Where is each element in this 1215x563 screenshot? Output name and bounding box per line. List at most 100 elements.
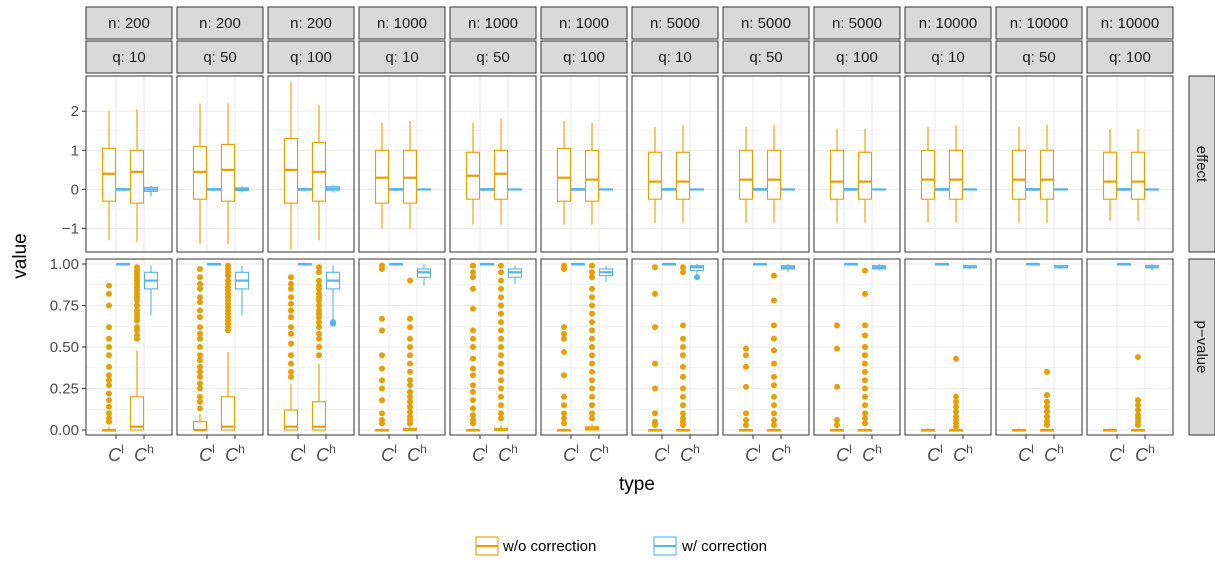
facet-strip-q <box>631 40 719 74</box>
outlier-point <box>470 382 476 389</box>
outlier-point <box>771 347 777 354</box>
outlier-point <box>498 262 504 269</box>
facet-panel: Cl Ch <box>631 258 719 465</box>
outlier-point <box>862 415 868 422</box>
panel-background <box>177 76 263 252</box>
outlier-point <box>379 410 385 417</box>
outlier-point <box>589 294 595 301</box>
outlier-point <box>288 324 294 331</box>
boxplot-uncorrected <box>220 103 236 245</box>
facet-panel: Cl Ch <box>449 258 537 465</box>
outlier-point <box>771 360 777 367</box>
facet-strip-q <box>540 40 628 74</box>
outlier-point <box>561 265 567 272</box>
outlier-point <box>589 302 595 309</box>
outlier-point <box>316 302 322 309</box>
panel-border <box>85 75 173 253</box>
box-iqr <box>311 401 327 431</box>
outlier-point <box>407 335 413 342</box>
boxplot-corrected <box>143 265 159 316</box>
outlier-point <box>197 294 203 301</box>
boxplot-uncorrected <box>647 264 663 432</box>
outlier-point <box>1135 402 1141 409</box>
outlier-point <box>680 335 686 342</box>
boxplot-corrected <box>1116 187 1132 191</box>
boxplot-uncorrected <box>1130 128 1146 221</box>
box-iqr <box>948 149 964 200</box>
outlier-point <box>680 373 686 380</box>
outlier-point <box>498 302 504 309</box>
boxplot-corrected <box>1144 188 1160 191</box>
y-tick-label: 1 <box>71 142 79 159</box>
outlier-point <box>561 330 567 337</box>
boxplot-uncorrected <box>493 262 509 432</box>
outlier-point <box>862 360 868 367</box>
legend-key <box>653 536 677 556</box>
boxplot-uncorrected <box>675 124 691 223</box>
box-iqr <box>647 151 663 200</box>
outlier-point <box>288 330 294 337</box>
x-tick-label: Cl <box>290 442 306 465</box>
boxplot-uncorrected <box>374 262 390 432</box>
outlier-point <box>561 324 567 331</box>
outlier-point <box>680 322 686 329</box>
outlier-point <box>1044 403 1050 410</box>
facet-strip-n <box>85 6 173 40</box>
outlier-point <box>407 408 413 415</box>
boxplot-corrected <box>843 262 859 266</box>
outlier-point <box>561 393 567 400</box>
boxplot-corrected <box>1116 262 1132 266</box>
x-tick-label: Cl <box>654 442 670 465</box>
x-tick-label: Ch <box>1044 442 1064 465</box>
boxplot-corrected <box>507 188 523 191</box>
panel-border <box>813 258 901 436</box>
boxplot-corrected <box>871 188 887 191</box>
panel-border <box>631 75 719 253</box>
outlier-point <box>953 393 959 400</box>
facet-panel: Cl Ch <box>358 258 446 465</box>
boxplot-corrected <box>780 263 796 273</box>
outlier-point <box>561 420 567 427</box>
panel-border <box>449 258 537 436</box>
outlier-point <box>498 402 504 409</box>
facet-strip-q <box>176 40 264 74</box>
x-tick-label: Cl <box>745 442 761 465</box>
facet-panel <box>904 75 992 253</box>
x-tick-label: Cl <box>1018 442 1034 465</box>
outlier-point <box>288 352 294 359</box>
boxplot-corrected <box>598 265 614 283</box>
x-tick-label: Ch <box>498 442 518 465</box>
outlier-point <box>197 357 203 364</box>
outlier-point <box>106 418 112 425</box>
y-axis-title: value <box>10 233 31 278</box>
facet-panel <box>1086 75 1174 253</box>
outlier-point <box>106 302 112 309</box>
outlier-point <box>197 398 203 405</box>
outlier-point <box>589 335 595 342</box>
outlier-point <box>106 344 112 350</box>
outlier-point <box>106 382 112 389</box>
y-tick-label: 0.25 <box>50 381 79 398</box>
outlier-point <box>470 412 476 419</box>
panel-border <box>540 258 628 436</box>
boxplot-corrected <box>206 262 222 266</box>
x-axis-title: type <box>619 474 655 495</box>
panel-border <box>904 258 992 436</box>
outlier-point <box>379 315 385 322</box>
boxplot-uncorrected <box>920 126 936 223</box>
outlier-point <box>743 345 749 352</box>
x-tick-label: Ch <box>953 442 973 465</box>
outlier-point <box>834 383 840 390</box>
facet-panel <box>85 75 173 253</box>
boxplot-uncorrected <box>1039 124 1055 223</box>
outlier-point <box>407 420 413 427</box>
panel-border <box>1086 258 1174 436</box>
x-tick-label: Ch <box>862 442 882 465</box>
outlier-point <box>407 315 413 322</box>
outlier-point <box>316 319 322 326</box>
legend-label: w/o correction <box>502 538 596 555</box>
outlier-point <box>743 363 749 370</box>
boxplot-corrected <box>570 262 586 266</box>
facet-strip-label: q: 50 <box>476 49 509 66</box>
boxplot-uncorrected <box>283 274 299 431</box>
